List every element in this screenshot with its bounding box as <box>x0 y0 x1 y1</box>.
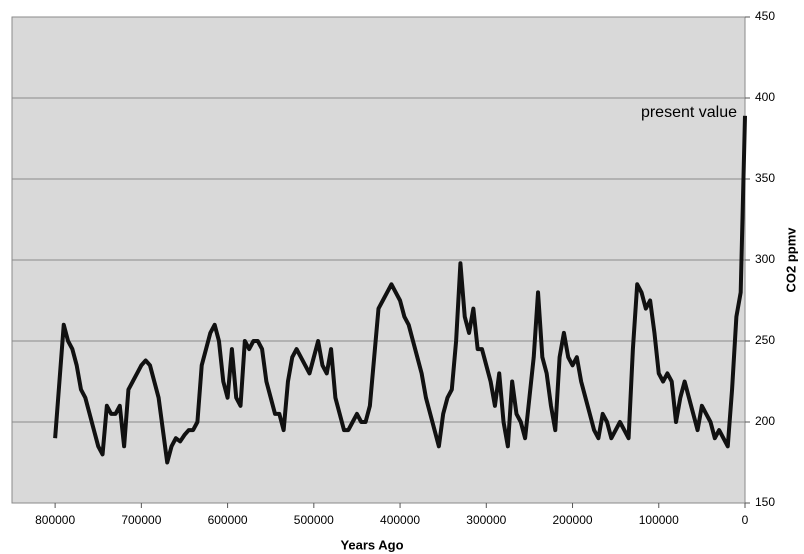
y-tick-label: 150 <box>755 495 775 509</box>
x-tick-label: 400000 <box>380 513 420 527</box>
x-tick-label: 0 <box>742 513 749 527</box>
y-tick-label: 400 <box>755 90 775 104</box>
y-tick-label: 450 <box>755 9 775 23</box>
x-tick-label: 800000 <box>35 513 75 527</box>
x-tick-label: 700000 <box>121 513 161 527</box>
x-tick-label: 200000 <box>553 513 593 527</box>
y-axis-label: CO2 ppmv <box>783 227 798 293</box>
y-tick-label: 200 <box>755 414 775 428</box>
x-axis-label: Years Ago <box>340 537 403 552</box>
x-tick-label: 600000 <box>208 513 248 527</box>
x-tick-label: 300000 <box>466 513 506 527</box>
y-tick-label: 300 <box>755 252 775 266</box>
x-tick-label: 500000 <box>294 513 334 527</box>
x-tick-label: 100000 <box>639 513 679 527</box>
data-line <box>53 115 747 465</box>
annotation: present value <box>641 104 737 121</box>
y-tick-label: 350 <box>755 171 775 185</box>
y-tick-label: 250 <box>755 333 775 347</box>
